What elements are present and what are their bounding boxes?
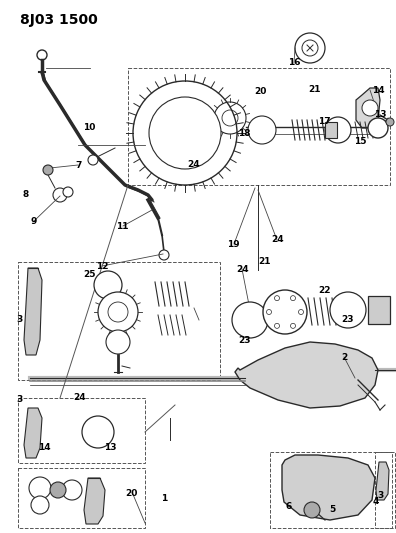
Circle shape [63,187,73,197]
Bar [128,68,390,185]
Circle shape [263,290,307,334]
Circle shape [368,118,388,138]
Text: 22: 22 [318,286,331,295]
Bar [18,398,145,463]
Text: 21: 21 [308,85,321,94]
Circle shape [159,250,169,260]
Text: 1: 1 [161,494,168,503]
Circle shape [29,477,51,499]
Text: 8J03 1500: 8J03 1500 [20,13,98,27]
Circle shape [299,310,303,314]
Circle shape [304,502,320,518]
Text: 24: 24 [271,236,284,244]
Text: 23: 23 [341,316,354,324]
Bar [18,262,220,380]
Polygon shape [24,408,42,458]
Circle shape [274,324,280,328]
Text: 14: 14 [372,86,385,95]
Text: 16: 16 [287,59,300,67]
Text: 11: 11 [116,222,129,231]
Text: 13: 13 [104,443,116,452]
Text: 21: 21 [258,257,271,265]
Circle shape [274,296,280,301]
Text: 17: 17 [318,117,331,126]
Circle shape [232,302,268,338]
Circle shape [31,496,49,514]
Text: 3: 3 [16,395,22,404]
Text: 7: 7 [75,161,82,169]
Text: 23: 23 [238,336,251,344]
Circle shape [106,330,130,354]
Text: 25: 25 [83,270,95,279]
Polygon shape [356,88,380,128]
Circle shape [62,480,82,500]
Polygon shape [84,478,105,524]
Text: 24: 24 [188,160,200,168]
Text: 12: 12 [96,262,109,271]
Text: 8: 8 [23,190,29,199]
Text: 4: 4 [373,497,379,505]
Text: 19: 19 [227,240,240,248]
Text: 18: 18 [238,129,251,138]
Circle shape [362,100,378,116]
Text: 14: 14 [38,443,51,452]
Bar [18,468,145,528]
Text: 2: 2 [341,353,348,361]
Circle shape [330,292,366,328]
Circle shape [149,97,221,169]
Text: 15: 15 [354,137,367,146]
Circle shape [50,482,66,498]
Text: 9: 9 [30,217,37,225]
Bar [375,452,395,528]
Polygon shape [376,462,389,500]
Text: 13: 13 [374,110,386,119]
Circle shape [291,324,295,328]
Circle shape [267,310,272,314]
Bar [270,452,392,528]
Circle shape [53,188,67,202]
Circle shape [295,33,325,63]
Circle shape [94,271,122,299]
Circle shape [325,117,351,143]
Text: 24: 24 [236,265,249,273]
Circle shape [291,296,295,301]
Bar [325,122,337,138]
Circle shape [82,416,114,448]
Polygon shape [24,268,42,355]
Polygon shape [282,455,375,520]
Text: 10: 10 [83,124,95,132]
Circle shape [98,292,138,332]
Circle shape [248,116,276,144]
Text: 5: 5 [329,505,336,513]
Text: 20: 20 [254,87,267,96]
Text: 6: 6 [286,502,292,511]
Text: 3: 3 [16,316,22,324]
Text: 20: 20 [126,489,138,497]
Text: 3: 3 [377,491,383,500]
Polygon shape [235,342,378,408]
Circle shape [386,118,394,126]
Text: 24: 24 [73,393,86,401]
Circle shape [88,155,98,165]
Bar [368,296,390,324]
Circle shape [37,50,47,60]
Circle shape [43,165,53,175]
